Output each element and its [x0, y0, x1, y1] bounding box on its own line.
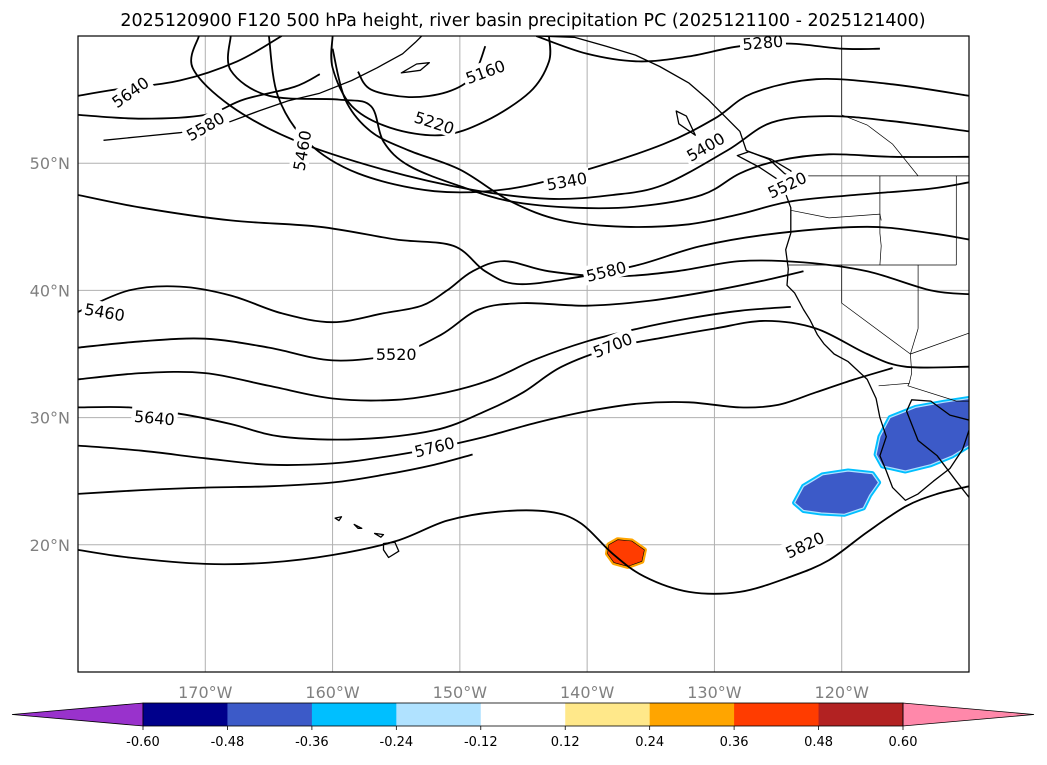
- contour-line: [78, 485, 969, 595]
- shaded-region: [794, 470, 880, 515]
- contour-label-bg: [680, 126, 730, 166]
- contour-label: 5520: [373, 344, 420, 364]
- contour-label-bg: [779, 526, 830, 563]
- x-tick-labels: 170°W 160°W 150°W 140°W 130°W 120°W: [178, 683, 869, 702]
- x-tick-label: 120°W: [815, 683, 870, 702]
- coastline: [353, 523, 363, 529]
- colorbar-tick-label: -0.36: [295, 735, 329, 750]
- colorbar-tick-label: 0.36: [720, 735, 749, 750]
- border-line: [909, 328, 969, 355]
- contour-line: [78, 306, 791, 402]
- y-tick-label: 20°N: [30, 536, 70, 555]
- coastlines: [103, 36, 969, 559]
- border-line: [841, 36, 919, 177]
- colorbar-tick-label: -0.12: [464, 735, 498, 750]
- contour-line: [78, 194, 969, 286]
- x-tick-label: 170°W: [178, 683, 233, 702]
- contour-line: [78, 453, 473, 495]
- coastline: [536, 36, 969, 501]
- x-tick-label: 150°W: [433, 683, 488, 702]
- map-frame: [77, 35, 970, 673]
- colorbar-swatch: [227, 703, 313, 726]
- y-tick-label: 50°N: [30, 154, 70, 173]
- colorbar-tick-label: -0.60: [126, 735, 160, 750]
- coastline: [373, 532, 385, 538]
- contour-label-bg: [460, 54, 510, 88]
- coastline: [675, 110, 696, 136]
- contour-label-bg: [761, 166, 812, 203]
- precipitation-shading: [605, 396, 969, 569]
- coastline: [103, 36, 423, 141]
- colorbar-tick-label: 0.24: [635, 735, 664, 750]
- colorbar-tick-label: 0.12: [551, 735, 580, 750]
- contour-label-text: 5520: [376, 345, 417, 364]
- x-tick-label: 130°W: [687, 683, 742, 702]
- contour-label: 5640: [130, 405, 179, 429]
- border-line: [878, 382, 969, 402]
- contour-label-bg: [288, 126, 315, 175]
- contour-label-text: 5640: [133, 407, 175, 429]
- border-line: [879, 175, 882, 266]
- colorbar-swatch: [565, 703, 651, 726]
- coastline: [736, 151, 798, 186]
- map-background: [78, 36, 969, 672]
- colorbar-tick-label: -0.48: [211, 735, 245, 750]
- coastline: [905, 399, 969, 499]
- colorbar-swatch: [649, 703, 735, 726]
- x-tick-label: 140°W: [560, 683, 615, 702]
- contour-label-bg: [581, 256, 631, 286]
- x-tick-label: 160°W: [305, 683, 360, 702]
- y-tick-label: 30°N: [30, 409, 70, 428]
- contour-line: [78, 36, 283, 97]
- y-tick-labels: 20°N 30°N 40°N 50°N: [30, 154, 70, 555]
- colorbar-swatch: [143, 703, 228, 726]
- colorbar: -0.60 -0.48 -0.36 -0.24 -0.12 0.12 0.24 0.36 0.4…: [11, 702, 1035, 750]
- contour-line: [331, 48, 969, 228]
- coastline: [400, 62, 430, 74]
- colorbar-tick-label: -0.24: [380, 735, 414, 750]
- colorbar-tick-label: 0.48: [804, 735, 833, 750]
- contour-line: [78, 270, 804, 362]
- colorbar-frame: [142, 702, 904, 727]
- contour-line: [78, 73, 321, 120]
- contour-label-bg: [80, 298, 130, 325]
- contour-line: [78, 367, 893, 466]
- contour-line: [535, 36, 880, 63]
- contour-label-bg: [180, 106, 230, 146]
- colorbar-tick-label: 0.60: [889, 735, 918, 750]
- contour-label-bg: [105, 70, 155, 113]
- colorbar-swatch: [396, 703, 482, 726]
- y-tick-label: 40°N: [30, 281, 70, 300]
- colorbar-extend-min: [11, 702, 144, 727]
- contour-label-bg: [409, 105, 460, 139]
- contour-label-bg: [542, 167, 592, 194]
- contour-label-text: 5280: [742, 32, 784, 54]
- shaded-region: [607, 539, 645, 567]
- colorbar-extend-max: [902, 702, 1035, 727]
- contour-line: [190, 36, 969, 200]
- contour-line: [78, 320, 969, 441]
- contour-label-bg: [373, 344, 420, 363]
- contour-label-bg: [130, 405, 179, 429]
- chart-title: 2025120900 F120 500 hPa height, river ba…: [120, 11, 925, 31]
- contour-line: [78, 259, 969, 324]
- colorbar-swatch: [311, 703, 397, 726]
- colorbar-swatch: [734, 703, 820, 726]
- contour-label-bg: [409, 431, 459, 462]
- coastline: [334, 516, 343, 522]
- contour-label-bg: [587, 327, 638, 363]
- colorbar-swatch: [818, 703, 904, 726]
- shaded-region: [875, 397, 969, 472]
- border-line: [790, 209, 882, 221]
- colorbar-swatch: [480, 703, 566, 726]
- contour-label: 5280: [739, 32, 787, 54]
- contour-line: [330, 36, 552, 137]
